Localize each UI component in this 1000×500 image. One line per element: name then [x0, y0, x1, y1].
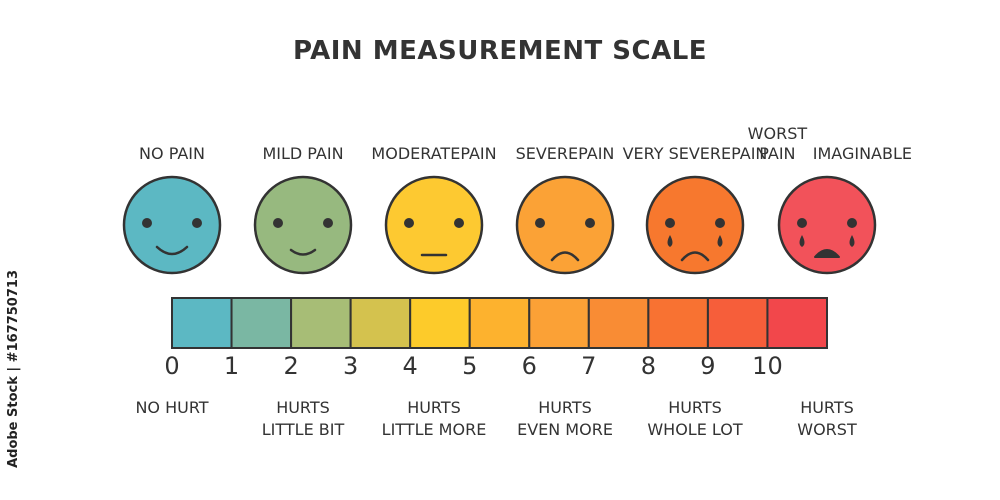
tick-label-8: 8 — [640, 352, 656, 380]
tick-label-5: 5 — [462, 352, 478, 380]
face-label-line2: PAIN — [578, 144, 615, 163]
pain-description-line2: WORST — [797, 420, 857, 439]
pain-description-line2: LITTLE BIT — [261, 420, 345, 439]
pain-description-line1: HURTS — [538, 398, 592, 417]
pain-description: HURTS WHOLE LOT — [615, 397, 775, 441]
tick-label-1: 1 — [223, 352, 240, 380]
tick-label-9: 9 — [700, 352, 716, 380]
tick-label-7: 7 — [581, 352, 597, 380]
tick-label-10: 10 — [752, 352, 783, 380]
face-label-line2: IMAGINABLE — [812, 144, 912, 163]
face-circle — [515, 175, 615, 275]
right-eye-icon — [323, 218, 333, 228]
scale-segment-1 — [230, 297, 293, 349]
left-eye-icon — [404, 218, 414, 228]
smile-mouth-icon — [155, 245, 189, 256]
left-eye-icon — [273, 218, 283, 228]
face-label-line2: PAIN — [731, 144, 768, 163]
smile-mouth-icon — [289, 248, 317, 256]
tear-icon — [667, 235, 673, 247]
pain-description: HURTS EVEN MORE — [485, 397, 645, 441]
tick-label-0: 0 — [164, 352, 180, 380]
face-label: WORST PAIN IMAGINABLE — [742, 120, 912, 164]
pain-description-line2: WHOLE LOT — [647, 420, 743, 439]
tear-icon — [849, 235, 855, 247]
face-circle — [122, 175, 222, 275]
scale-segment-8 — [647, 297, 709, 349]
face-label-line1: SEVERE — [515, 144, 579, 163]
face-circle — [384, 175, 484, 275]
scale-segment-0 — [171, 297, 233, 349]
tick-label-4: 4 — [402, 352, 418, 380]
left-eye-icon — [797, 218, 807, 228]
frown-mouth-icon — [550, 251, 580, 262]
scale-segment-5 — [468, 297, 531, 349]
scale-segment-7 — [587, 297, 650, 349]
face-4 — [645, 175, 745, 275]
face-label: SEVERE PAIN — [480, 120, 650, 164]
face-label: VERY SEVERE PAIN — [610, 120, 780, 164]
tick-label-6: 6 — [521, 352, 537, 380]
tear-icon — [799, 235, 805, 247]
face-circle — [777, 175, 877, 275]
face-label: MILD PAIN — [218, 120, 388, 164]
left-eye-icon — [535, 218, 545, 228]
face-circle — [253, 175, 353, 275]
right-eye-icon — [715, 218, 725, 228]
scale-segment-10 — [766, 297, 828, 349]
right-eye-icon — [585, 218, 595, 228]
pain-description: HURTS WORST — [747, 397, 907, 441]
left-eye-icon — [665, 218, 675, 228]
pain-description: HURTS LITTLE MORE — [354, 397, 514, 441]
tick-label-2: 2 — [283, 352, 299, 380]
scale-segment-6 — [528, 297, 590, 349]
tick-label-3: 3 — [342, 352, 359, 380]
face-1 — [253, 175, 353, 275]
right-eye-icon — [454, 218, 464, 228]
right-eye-icon — [192, 218, 202, 228]
page-title: PAIN MEASUREMENT SCALE — [292, 36, 708, 66]
face-label-line1: NO PAIN — [139, 144, 205, 163]
right-eye-icon — [847, 218, 857, 228]
pain-description-line1: HURTS — [407, 398, 461, 417]
left-eye-icon — [142, 218, 152, 228]
pain-description-line1: HURTS — [276, 398, 330, 417]
face-0 — [122, 175, 222, 275]
scale-segment-9 — [706, 297, 769, 349]
face-label-line1: MODERATE — [371, 144, 461, 163]
face-label-line2: PAIN — [460, 144, 497, 163]
face-label-line1: MILD PAIN — [262, 144, 344, 163]
pain-description: HURTS LITTLE BIT — [223, 397, 383, 441]
watermark-text: Adobe Stock | #167750713 — [6, 270, 21, 468]
scale-segment-2 — [290, 297, 352, 349]
pain-description: NO HURT — [92, 397, 252, 419]
pain-description-line2: EVEN MORE — [517, 420, 613, 439]
face-label: MODERATE PAIN — [349, 120, 519, 164]
pain-description-line2: LITTLE MORE — [381, 420, 487, 439]
face-3 — [515, 175, 615, 275]
open-mouth-icon — [814, 249, 840, 258]
pain-description-line1: HURTS — [800, 398, 854, 417]
face-label: NO PAIN — [87, 120, 257, 164]
pain-description-line1: NO HURT — [135, 398, 209, 417]
face-label-line1: VERY SEVERE — [622, 144, 732, 163]
face-2 — [384, 175, 484, 275]
scale-segment-4 — [409, 297, 471, 349]
scale-segment-3 — [349, 297, 412, 349]
face-label-line1: WORST PAIN — [747, 124, 808, 163]
pain-description-line1: HURTS — [668, 398, 722, 417]
face-5 — [777, 175, 877, 275]
frown-mouth-icon — [680, 251, 710, 262]
face-circle — [645, 175, 745, 275]
tear-icon — [717, 235, 723, 247]
